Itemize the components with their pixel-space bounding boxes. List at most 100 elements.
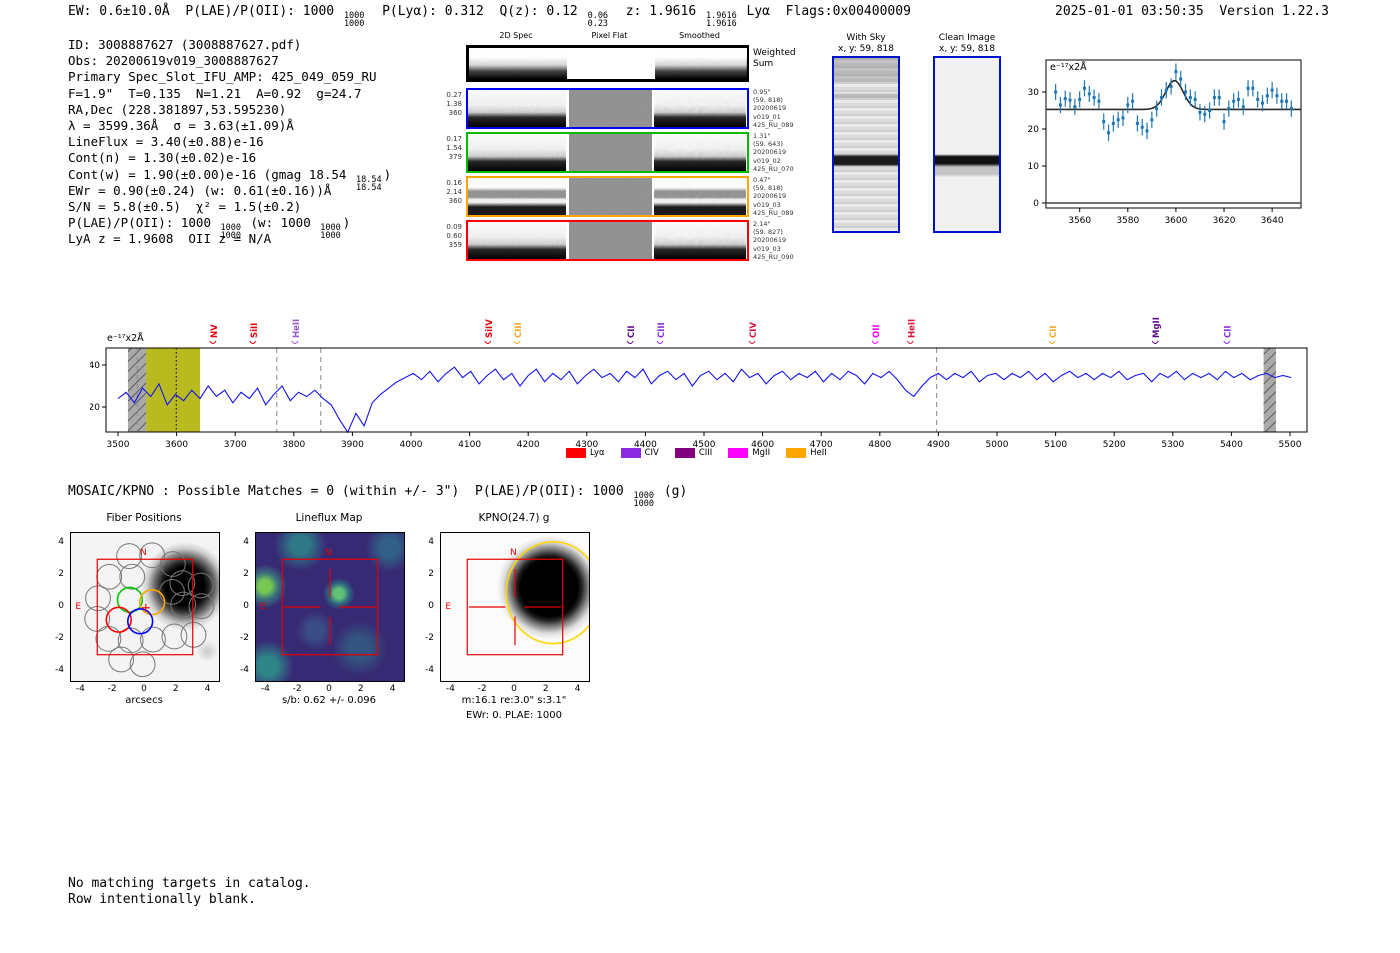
x-tick-label: -4 (445, 684, 455, 694)
image-overlay (654, 90, 746, 127)
info-line: Cont(n) = 1.30(±0.02)e-16 (68, 150, 257, 166)
y-tick-label: 4 (58, 537, 64, 548)
catalog-notes: No matching targets in catalog. Row inten… (68, 876, 311, 908)
legend-item: Lyα (566, 448, 605, 458)
x-tick-label: 3600 (1164, 216, 1187, 226)
note-line: No matching targets in catalog. (68, 876, 311, 891)
legend-item: HeII (786, 448, 827, 458)
line-marker-bracket (513, 340, 521, 344)
fiber-circle (85, 585, 111, 612)
data-point (1261, 101, 1265, 105)
legend-label: Lyα (590, 448, 605, 458)
data-point (1179, 77, 1183, 81)
x-tick-label: 3700 (224, 440, 247, 450)
info-line: LyA z = 1.9608 OII z = N/A (68, 231, 272, 247)
selected-fiber-circle (138, 588, 166, 616)
x-tick-label: 4800 (868, 440, 891, 450)
compass-north-label: N (510, 548, 517, 558)
with-sky-image (832, 56, 900, 233)
line-marker-label: CII (1049, 325, 1059, 338)
line-marker-bracket (871, 340, 879, 344)
x-tick-label: 4 (389, 684, 396, 694)
kpno-xlabel: m:16.1 re:3.0" s:3.1" (461, 695, 567, 706)
legend-swatch (786, 448, 807, 458)
info-line: ID: 3008887627 (3008887627.pdf) (68, 37, 302, 52)
data-point (1184, 90, 1188, 94)
spec2d-image (655, 48, 747, 79)
y-tick-label: 2 (58, 569, 64, 580)
stacked-fraction: 1000 1000 (220, 223, 241, 242)
data-point (1289, 107, 1293, 111)
data-point (1217, 96, 1221, 100)
kpno-xlabel2: EWr: 0. PLAE: 1000 (466, 710, 562, 721)
data-point (1270, 88, 1274, 92)
spec2d-image (469, 48, 567, 79)
x-tick-label: 2 (542, 684, 549, 694)
data-point (1265, 94, 1269, 98)
data-point (1212, 96, 1216, 100)
line-marker-bracket (906, 340, 914, 344)
spec2d-left-labels: 0.16 2.14 360 (446, 179, 462, 205)
extraction-box (96, 558, 194, 656)
x-tick-label: 3900 (341, 440, 364, 450)
spec2d-right-labels: 2.14" (59, 827) 20200619 v019_03 425_RU_090 (753, 220, 794, 261)
spec2d-image (654, 90, 746, 127)
data-point (1241, 105, 1245, 109)
spec2d-image (468, 90, 566, 127)
info-line: EWr = 0.90(±0.24) (w: 0.61(±0.16))Å (68, 182, 332, 198)
data-point (1174, 70, 1178, 74)
catalog-object-ellipse (505, 540, 589, 645)
y-tick-label: 0 (428, 600, 434, 611)
y-tick-label: -4 (55, 664, 64, 675)
masked-band-hatch (1263, 348, 1276, 432)
info-line: Obs: 20200619v019_3008887627 (68, 53, 279, 69)
fiber-circle (170, 591, 197, 618)
legend-swatch (566, 448, 586, 458)
line-fit-plot: 0 10 20 30 3560 3580 3600 3620 3640 (1028, 59, 1302, 226)
fiber-circle (180, 621, 207, 648)
gaussian-fit-curve (1046, 79, 1301, 111)
legend-item: CIV (620, 448, 659, 458)
data-point (1135, 121, 1139, 125)
fiber-circle (108, 646, 135, 673)
line-marker-label: CII (1224, 325, 1234, 338)
legend-label: HeII (810, 448, 827, 458)
x-tick-label: 0 (141, 684, 147, 694)
info-line: Cont(w) = 1.90(±0.00)e-16 (gmag 18.54 18… (68, 166, 392, 193)
spec2d-image (654, 178, 746, 215)
x-tick-label: -4 (75, 684, 85, 694)
line-marker-label: CIV (749, 322, 759, 338)
y-tick-label: -2 (55, 632, 64, 643)
x-tick-label: 5400 (1220, 440, 1243, 450)
line-marker-label: CIII (514, 322, 524, 338)
fiber-circle (159, 578, 185, 605)
info-line: S/N = 5.8(±0.5) χ² = 1.5(±0.2) (68, 198, 302, 214)
y-tick-label: -2 (240, 632, 249, 643)
fiber-circle (169, 570, 196, 597)
image-overlay (654, 134, 746, 171)
extraction-box (281, 558, 379, 656)
data-point (1169, 84, 1173, 88)
data-point (1246, 86, 1250, 90)
data-point (1078, 97, 1082, 101)
line-marker-bracket (1151, 340, 1159, 344)
clean-image-coords: x, y: 59, 818 (939, 44, 995, 54)
fiber-circle (96, 563, 123, 590)
spec2d-col-title-2dspec: 2D Spec (499, 31, 533, 40)
x-tick-label: 3640 (1261, 216, 1284, 226)
data-point (1121, 116, 1125, 120)
compass-east-label: E (75, 602, 81, 612)
legend-item: CIII (674, 448, 712, 458)
clean-texture (935, 58, 999, 231)
fiber-positions-title: Fiber Positions (106, 512, 182, 524)
image-overlay (654, 178, 746, 215)
clean-image-title: Clean Image (938, 33, 996, 43)
x-tick-label: 2 (357, 684, 364, 694)
x-tick-label: -4 (260, 684, 270, 694)
spec2d-right-labels: 1.31" (59, 643) 20200619 v019_02 425_RU_070 (753, 132, 794, 173)
x-tick-label: 4700 (810, 440, 833, 450)
data-point (1222, 120, 1226, 124)
stacked-fraction: 1.9616 1.9616 (705, 11, 737, 29)
sky-texture (834, 58, 898, 231)
spec2d-image (569, 134, 652, 171)
